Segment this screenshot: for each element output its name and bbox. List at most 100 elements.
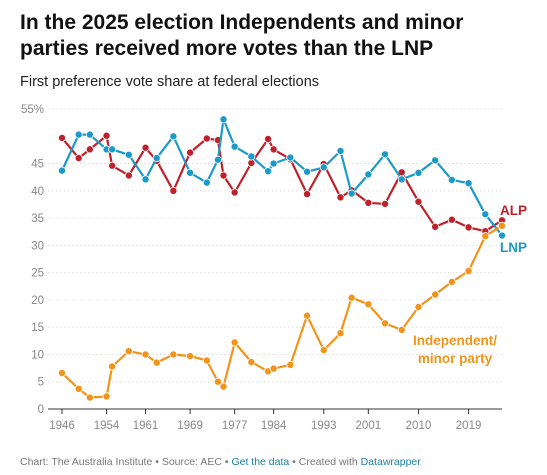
lnp-point	[85, 130, 94, 139]
lnp-point	[269, 159, 278, 168]
chart-credit: Chart: The Australia Institute	[20, 456, 153, 468]
independent-minor-party-point	[319, 346, 328, 355]
y-tick-label: 10	[31, 349, 44, 361]
footer-separator: •	[289, 456, 299, 468]
independent-minor-party-point	[202, 356, 211, 365]
y-tick-label: 35	[31, 213, 44, 225]
lnp-point	[464, 179, 473, 188]
alp-point	[230, 188, 239, 197]
lnp-point	[414, 168, 423, 177]
y-tick-label: 0	[38, 404, 44, 416]
x-tick-label: 1993	[311, 420, 337, 432]
independent-minor-party-point	[303, 311, 312, 320]
y-tick-label: 45	[31, 159, 44, 171]
lnp-point	[213, 155, 222, 164]
alp-point	[269, 145, 278, 154]
independent-minor-party-point	[124, 347, 133, 356]
lnp-point	[447, 175, 456, 184]
independent-minor-party-label: Independent/	[413, 333, 497, 348]
independent-minor-party-point	[169, 350, 178, 359]
alp-point	[431, 222, 440, 231]
independent-minor-party-point	[464, 266, 473, 275]
lnp-point	[186, 168, 195, 177]
x-tick-label: 2001	[356, 420, 382, 432]
get-the-data-link[interactable]: Get the data	[231, 456, 290, 468]
lnp-point	[124, 150, 133, 159]
x-tick-label: 1946	[49, 420, 75, 432]
lnp-point	[397, 175, 406, 184]
lnp-point	[202, 178, 211, 187]
independent-minor-party-line	[61, 224, 503, 399]
footer-separator: •	[152, 456, 162, 468]
alp-point	[303, 190, 312, 199]
x-tick-label: 1969	[177, 420, 203, 432]
y-tick-label: 30	[31, 240, 44, 252]
y-tick-label: 15	[31, 322, 44, 334]
independent-minor-party-point	[74, 384, 83, 393]
independent-minor-party-point	[481, 232, 490, 241]
independent-minor-party-point	[102, 392, 111, 401]
independent-minor-party-point	[286, 360, 295, 369]
alp-point	[247, 158, 256, 167]
lnp-point	[364, 170, 373, 179]
alp-point	[74, 154, 83, 163]
x-tick-label: 1977	[222, 420, 248, 432]
lnp-point	[303, 167, 312, 176]
independent-minor-party-label: minor party	[418, 351, 493, 366]
lnp-label: LNP	[500, 240, 527, 255]
y-tick-label: 20	[31, 295, 44, 307]
alp-label: ALP	[500, 203, 527, 218]
alp-point	[124, 171, 133, 180]
alp-point	[102, 131, 111, 140]
independent-minor-party-point	[497, 221, 506, 230]
alp-point	[219, 171, 228, 180]
alp-point	[85, 145, 94, 154]
x-tick-label: 2010	[406, 420, 432, 432]
independent-minor-party-point	[213, 377, 222, 386]
independent-minor-party-point	[108, 362, 117, 371]
source-credit: Source: AEC	[161, 456, 222, 468]
chart-subtitle: First preference vote share at federal e…	[20, 74, 320, 90]
independent-minor-party-point	[347, 293, 356, 302]
alp-point	[381, 199, 390, 208]
independent-minor-party-point	[364, 300, 373, 309]
lnp-point	[431, 156, 440, 165]
created-with-label: Created with	[298, 456, 361, 468]
independent-minor-party-point	[431, 290, 440, 299]
independent-minor-party-point	[414, 302, 423, 311]
alp-point	[336, 193, 345, 202]
chart-footer: Chart: The Australia Institute • Source:…	[20, 456, 421, 468]
lnp-point	[264, 167, 273, 176]
x-tick-label: 1984	[261, 420, 287, 432]
lnp-point	[108, 145, 117, 154]
y-tick-label: 55%	[21, 104, 44, 116]
alp-point	[364, 198, 373, 207]
independent-minor-party-point	[447, 277, 456, 286]
x-tick-label: 1954	[94, 420, 120, 432]
alp-point	[141, 143, 150, 152]
independent-minor-party-point	[58, 368, 67, 377]
independent-minor-party-point	[381, 319, 390, 328]
independent-minor-party-point	[186, 352, 195, 361]
lnp-point	[169, 132, 178, 141]
alp-point	[264, 134, 273, 143]
independent-minor-party-point	[269, 364, 278, 373]
independent-minor-party-point	[230, 338, 239, 347]
independent-minor-party-point	[152, 358, 161, 367]
lnp-point	[230, 142, 239, 151]
y-tick-label: 25	[31, 268, 44, 280]
x-tick-label: 1961	[133, 420, 159, 432]
x-tick-label: 2019	[456, 420, 482, 432]
datawrapper-link[interactable]: Datawrapper	[360, 456, 421, 468]
alp-point	[186, 148, 195, 157]
independent-minor-party-point	[141, 350, 150, 359]
independent-minor-party-point	[336, 329, 345, 338]
alp-point	[108, 161, 117, 170]
alp-point	[464, 223, 473, 232]
lnp-point	[286, 153, 295, 162]
lnp-point	[319, 163, 328, 172]
alp-point	[202, 134, 211, 143]
independent-minor-party-point	[219, 382, 228, 391]
lnp-point	[381, 150, 390, 159]
alp-point	[447, 215, 456, 224]
